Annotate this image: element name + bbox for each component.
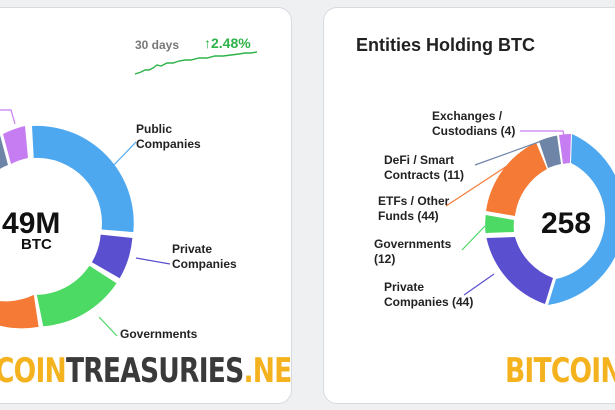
donut-segment-exchanges <box>559 134 571 164</box>
exchanges-leader-line <box>520 130 566 141</box>
label-governments: Governments <box>120 327 198 341</box>
donut-segment-defi <box>0 135 8 169</box>
entities-total-value: 258 <box>541 207 592 240</box>
label-private-companies: Private Companies (44) <box>384 280 474 309</box>
donut-segment-etfs <box>0 294 39 329</box>
trend-sparkline <box>134 51 258 75</box>
donut-segment-etfs <box>486 142 547 216</box>
governments-leader-line <box>98 316 118 337</box>
entities-chart <box>445 130 615 305</box>
label-public-companies: Public Companies <box>136 122 201 151</box>
change-value: ↑2.48% <box>204 35 251 51</box>
label-governments: Governments (12) <box>374 237 452 266</box>
btc-holdings-card: 30 days ↑2.48% 3.49M BTC PublicCompanies… <box>0 7 292 404</box>
donut-segment-public-companies <box>548 134 615 305</box>
entities-donut <box>485 134 615 305</box>
entities-holding-card: Entities Holding BTC 258 Exchanges / Cust… <box>323 7 615 404</box>
total-holdings-value: 3.49M <box>0 207 61 240</box>
donut-segment-defi <box>539 135 561 168</box>
bitcoin-treasuries-logo: BITCOINT <box>505 351 615 391</box>
governments-leader-line <box>461 225 486 251</box>
label-defi-smart-contracts: DeFi / Smart Contracts (11) <box>384 153 465 182</box>
donut-segment-governments <box>485 215 514 233</box>
holdings-donut <box>0 125 134 329</box>
period-label: 30 days <box>135 38 180 52</box>
coin-treasuries-logo: COINTREASURIES.NET <box>0 351 292 391</box>
total-holdings-unit: BTC <box>21 236 52 253</box>
exchanges-leader-line <box>0 109 16 125</box>
defi-leader-line <box>474 138 548 166</box>
card-title: Entities Holding BTC <box>356 35 535 55</box>
donut-segment-private-companies <box>486 237 553 304</box>
label-etfs-other-funds: ETFs / Other Funds (44) <box>378 194 450 223</box>
btc-holdings-chart <box>0 51 258 337</box>
donut-segment-public-companies <box>32 125 134 233</box>
donut-segment-private-companies <box>91 234 133 279</box>
donut-segment-exchanges <box>3 126 28 164</box>
label-exchanges-custodians: Exchanges / Custodians (4) <box>432 109 516 138</box>
public-leader-line <box>110 141 137 169</box>
donut-segment-governments <box>36 265 117 327</box>
label-private-companies: Private Companies <box>172 242 237 271</box>
etfs-leader-line <box>445 165 508 207</box>
private-leader-line <box>135 257 171 265</box>
private-leader-line <box>463 273 495 296</box>
